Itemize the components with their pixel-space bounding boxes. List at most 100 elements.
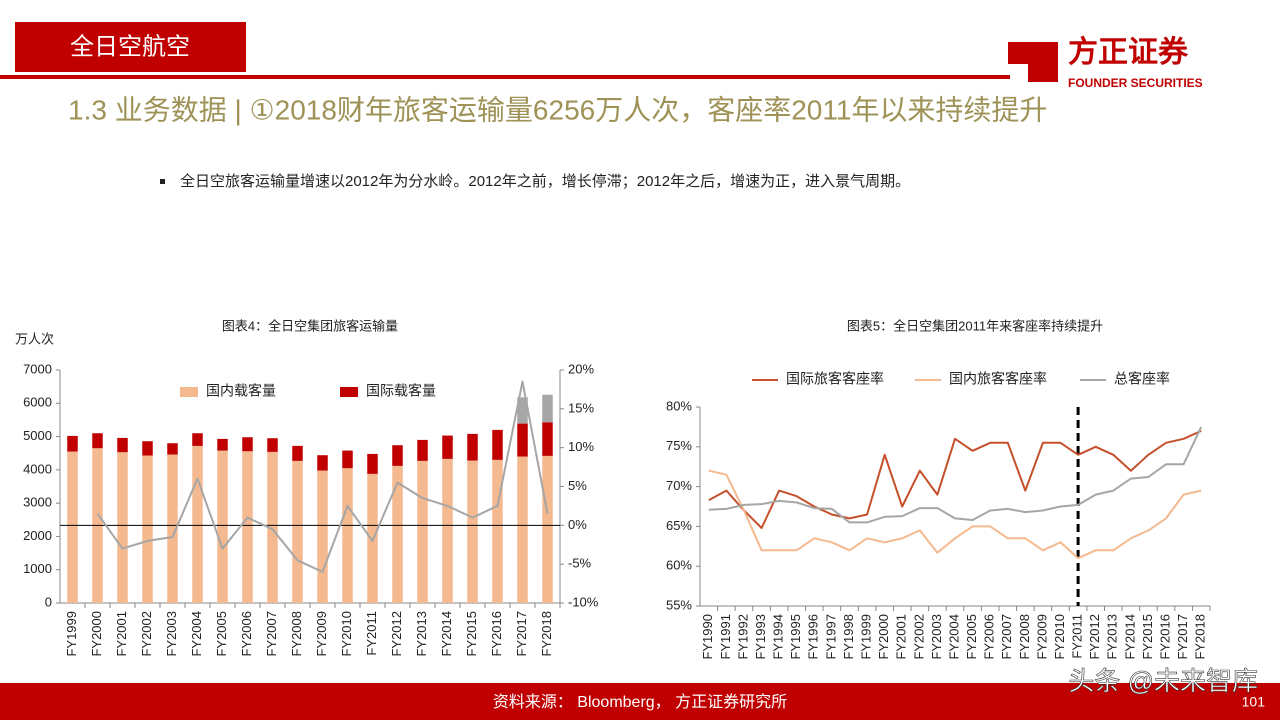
line (708, 469, 1202, 560)
legend-label: 国际旅客客座率 (786, 371, 884, 387)
header-rule (0, 75, 1010, 79)
x-tick-label: FY1998 (841, 614, 856, 660)
line (708, 429, 1202, 529)
bar (167, 443, 178, 455)
x-tick-label: FY2007 (264, 611, 279, 657)
x-tick-label: FY2006 (982, 614, 997, 660)
x-tick-label: FY2003 (164, 611, 179, 657)
line (708, 426, 1203, 524)
bar (517, 423, 528, 457)
bar (292, 445, 303, 461)
x-tick-label: FY2005 (964, 614, 979, 660)
x-tick-label: FY2008 (1017, 614, 1032, 660)
y-tick-label: 55% (666, 597, 692, 612)
x-tick-label: FY2014 (439, 611, 454, 657)
x-tick-label: FY2012 (1087, 614, 1102, 660)
bar (217, 438, 228, 451)
y-tick-label: 7000 (23, 361, 52, 376)
legend-label: 总客座率 (1114, 371, 1170, 387)
x-tick-label: FY2000 (89, 611, 104, 657)
bar (542, 422, 553, 456)
line (96, 380, 549, 573)
x-tick-label: FY2015 (464, 611, 479, 657)
x-tick-label: FY1999 (859, 614, 874, 660)
y-tick-label: 5000 (23, 428, 52, 443)
x-tick-label: FY1997 (823, 614, 838, 660)
x-tick-label: FY2011 (1070, 614, 1085, 659)
header-box (15, 22, 246, 72)
x-tick-label: FY2000 (876, 614, 891, 660)
x-tick-label: FY2013 (1105, 614, 1120, 660)
y-tick-label: 80% (666, 398, 692, 413)
y2-tick-label: 20% (568, 361, 594, 376)
y2-tick-label: -5% (568, 556, 592, 571)
page-number: 101 (1242, 694, 1266, 710)
x-tick-label: FY2003 (929, 614, 944, 660)
x-tick-label: FY2012 (389, 611, 404, 657)
y-tick-label: 2000 (23, 528, 52, 543)
x-tick-label: FY2013 (414, 611, 429, 657)
y-tick-label: 65% (666, 518, 692, 533)
x-tick-label: FY1996 (806, 614, 821, 660)
watermark: 头条 @未来智库 (1068, 666, 1258, 696)
x-tick-label: FY2010 (1052, 614, 1067, 660)
bar (267, 438, 278, 452)
x-tick-label: FY2017 (1175, 614, 1190, 660)
bar (117, 452, 128, 603)
bar (92, 433, 103, 449)
x-tick-label: FY1993 (753, 614, 768, 660)
bar (517, 456, 528, 603)
x-tick-label: FY1995 (788, 614, 803, 660)
x-tick-label: FY1990 (700, 614, 715, 660)
bar (417, 439, 428, 461)
x-tick-label: FY2010 (339, 611, 354, 657)
logo-sub: FOUNDER SECURITIES (1068, 76, 1203, 90)
bar (192, 445, 203, 603)
bar (492, 429, 503, 460)
bar (392, 445, 403, 466)
bar (467, 433, 478, 461)
x-tick-label: FY2001 (894, 614, 909, 660)
bar (542, 455, 553, 603)
x-tick-label: FY1994 (771, 614, 786, 660)
x-tick-label: FY2004 (189, 611, 204, 657)
x-tick-label: FY2002 (139, 611, 154, 657)
x-tick-label: FY2016 (1157, 614, 1172, 660)
y2-tick-label: 10% (568, 439, 594, 454)
bar (492, 459, 503, 603)
y-tick-label: 4000 (23, 461, 52, 476)
x-tick-label: FY2011 (364, 611, 379, 656)
bullet-text: 全日空旅客运输量增速以2012年为分水岭。2012年之前，增长停滞；2012年之… (180, 172, 910, 190)
x-tick-label: FY2007 (999, 614, 1014, 660)
bar (142, 441, 153, 456)
y2-tick-label: 5% (568, 478, 587, 493)
x-tick-label: FY2009 (314, 611, 329, 657)
footer-band (0, 683, 1280, 720)
legend-label: 国际载客量 (366, 383, 436, 399)
legend-label: 国内载客量 (206, 383, 276, 399)
bar (542, 394, 553, 423)
logo-mark (1008, 42, 1058, 82)
chart-title: 图表4：全日空集团旅客运输量 (222, 318, 398, 333)
legend-swatch (340, 387, 358, 397)
bar (67, 435, 78, 452)
bullet-dot (160, 179, 165, 184)
bar (267, 451, 278, 603)
bar (242, 451, 253, 603)
bar (317, 455, 328, 471)
y2-tick-label: 0% (568, 517, 587, 532)
bar (292, 460, 303, 603)
bar (192, 433, 203, 446)
header-section: 全日空航空 (70, 33, 190, 60)
source: 资料来源： Bloomberg， 方正证券研究所 (493, 693, 787, 711)
x-tick-label: FY2014 (1122, 614, 1137, 660)
y-tick-label: 0 (45, 594, 52, 609)
bar (517, 397, 528, 424)
x-tick-label: FY2008 (289, 611, 304, 657)
y-axis-label: 万人次 (15, 331, 54, 346)
x-tick-label: FY2016 (489, 611, 504, 657)
x-tick-label: FY2006 (239, 611, 254, 657)
bar (342, 468, 353, 603)
bar (417, 460, 428, 603)
bar (217, 450, 228, 603)
